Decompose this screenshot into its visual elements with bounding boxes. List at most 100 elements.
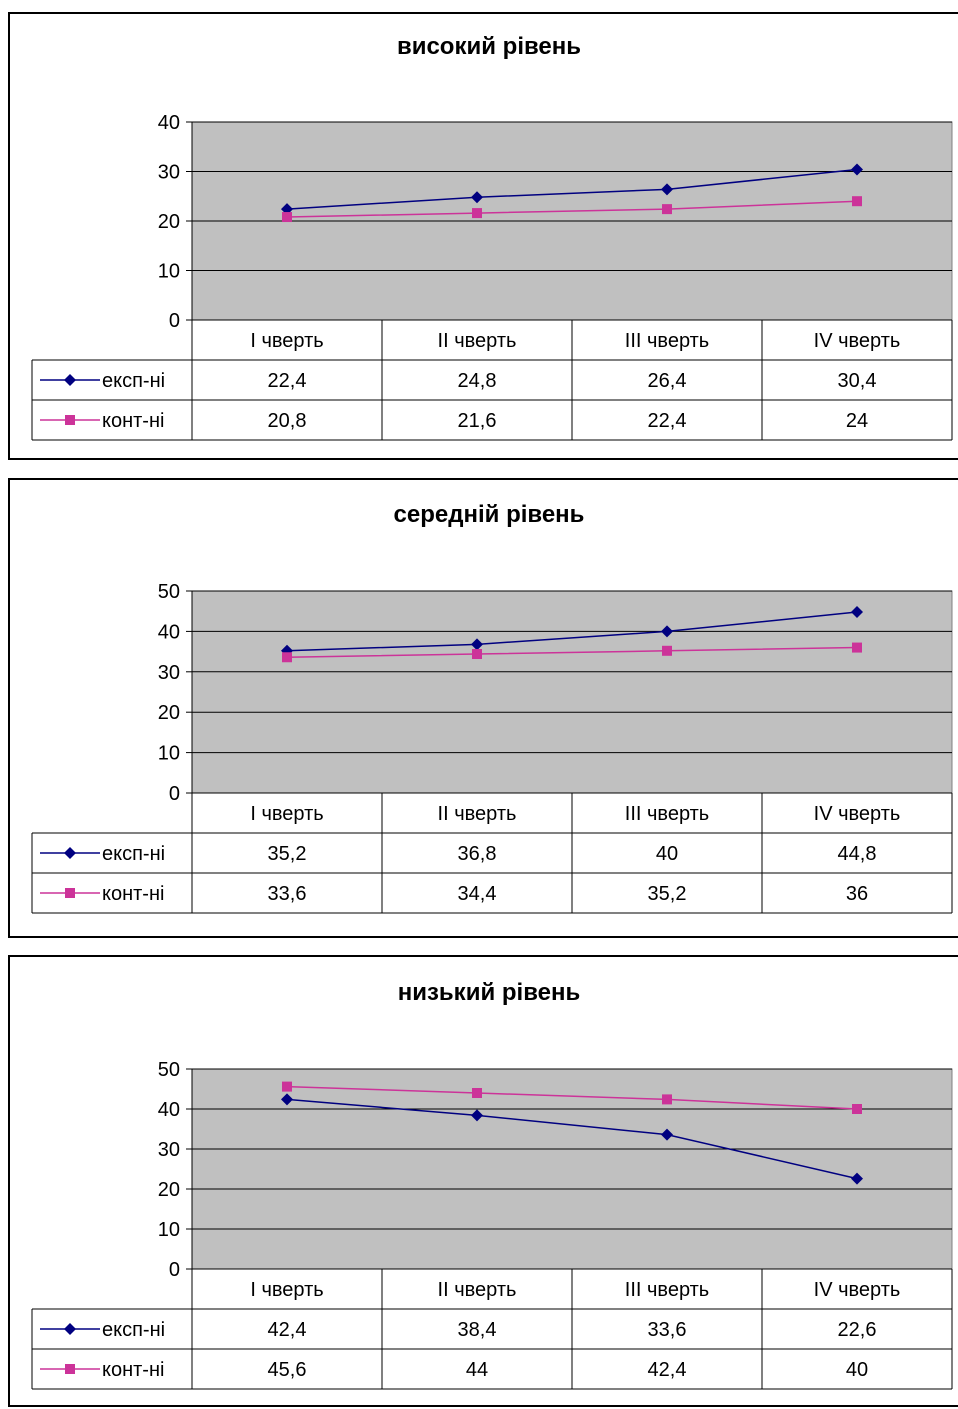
category-label: I чверть bbox=[250, 803, 323, 825]
category-label: III чверть bbox=[625, 330, 709, 352]
legend-series-name: конт-ні bbox=[102, 410, 164, 432]
data-table-value: 22,4 bbox=[648, 410, 687, 432]
chart-panel-high: високий рівень 0 10 20 30 40 I чверть II чверть… bbox=[8, 12, 958, 460]
data-table-value: 33,6 bbox=[648, 1319, 687, 1341]
chart-low: низький рівень 0 10 20 30 40 50 I чверть II чвер… bbox=[31, 979, 953, 1390]
legend-key-marker bbox=[64, 1323, 76, 1335]
series-line bbox=[286, 200, 858, 218]
data-table-value: 35,2 bbox=[268, 843, 307, 865]
legend-series-name: конт-ні bbox=[102, 1359, 164, 1381]
data-table-value: 20,8 bbox=[268, 410, 307, 432]
data-point bbox=[662, 1094, 672, 1105]
data-point bbox=[661, 625, 673, 638]
data-point bbox=[662, 645, 672, 656]
chart-high: високий рівень 0 10 20 30 40 I чверть II чверть… bbox=[31, 33, 953, 441]
category-label: III чверть bbox=[625, 1279, 709, 1301]
series-line bbox=[286, 646, 858, 659]
y-tick-label: 40 bbox=[158, 1099, 180, 1121]
data-table-value: 45,6 bbox=[268, 1359, 307, 1381]
data-table-value: 30,4 bbox=[838, 370, 877, 392]
data-point bbox=[662, 204, 672, 215]
data-point bbox=[851, 163, 863, 176]
data-point bbox=[661, 1128, 673, 1141]
data-point bbox=[282, 212, 292, 223]
y-tick-label: 40 bbox=[158, 621, 180, 643]
data-point bbox=[852, 642, 862, 653]
data-point bbox=[471, 1109, 483, 1122]
y-tick-label: 10 bbox=[158, 1219, 180, 1241]
y-tick-label: 10 bbox=[158, 743, 180, 765]
data-table-value: 36,8 bbox=[458, 843, 497, 865]
series-line bbox=[286, 168, 858, 210]
data-point bbox=[852, 1104, 862, 1114]
chart-medium: середній рівень 0 10 20 30 40 50 I чверть II чве… bbox=[31, 501, 953, 914]
series-line bbox=[286, 1098, 858, 1180]
category-label: IV чверть bbox=[814, 330, 901, 352]
y-tick-label: 40 bbox=[158, 112, 180, 134]
data-table-value: 44 bbox=[466, 1359, 488, 1381]
chart-panel-medium: середній рівень 0 10 20 30 40 50 I чверть II чве… bbox=[8, 478, 958, 938]
data-table-value: 34,4 bbox=[458, 883, 497, 905]
legend-series-name: експ-ні bbox=[102, 1319, 165, 1341]
data-table-value: 42,4 bbox=[268, 1319, 307, 1341]
data-point bbox=[282, 652, 292, 663]
category-label: II чверть bbox=[438, 803, 517, 825]
y-tick-label: 50 bbox=[158, 1059, 180, 1081]
y-tick-label: 20 bbox=[158, 1179, 180, 1201]
data-table-value: 21,6 bbox=[458, 410, 497, 432]
y-tick-label: 0 bbox=[169, 1259, 180, 1281]
plot-area bbox=[191, 1068, 953, 1270]
data-table-value: 40 bbox=[846, 1359, 868, 1381]
data-table-value: 22,4 bbox=[268, 370, 307, 392]
data-table-value: 35,2 bbox=[648, 883, 687, 905]
data-point bbox=[281, 1093, 293, 1106]
data-point bbox=[472, 649, 482, 660]
data-point bbox=[851, 606, 863, 619]
y-tick-label: 20 bbox=[158, 211, 180, 233]
data-table-value: 26,4 bbox=[648, 370, 687, 392]
category-label: I чверть bbox=[250, 1279, 323, 1301]
y-tick-label: 30 bbox=[158, 1139, 180, 1161]
legend-series-name: конт-ні bbox=[102, 883, 164, 905]
legend-key-marker bbox=[64, 847, 76, 859]
legend-key-marker bbox=[65, 888, 75, 898]
category-label: II чверть bbox=[438, 330, 517, 352]
y-tick-label: 0 bbox=[169, 310, 180, 332]
data-table-value: 36 bbox=[846, 883, 868, 905]
data-table-value: 22,6 bbox=[838, 1319, 877, 1341]
category-label: III чверть bbox=[625, 803, 709, 825]
legend-series-name: експ-ні bbox=[102, 370, 165, 392]
data-point bbox=[472, 208, 482, 219]
data-table-value: 42,4 bbox=[648, 1359, 687, 1381]
series-line bbox=[286, 611, 858, 652]
category-label: I чверть bbox=[250, 330, 323, 352]
data-point bbox=[471, 638, 483, 651]
data-point bbox=[472, 1088, 482, 1098]
y-tick-label: 0 bbox=[169, 783, 180, 805]
y-tick-label: 10 bbox=[158, 261, 180, 283]
legend-key-marker bbox=[64, 374, 76, 386]
chart-title: високий рівень bbox=[397, 33, 581, 60]
y-tick-label: 30 bbox=[158, 162, 180, 184]
data-table-value: 38,4 bbox=[458, 1319, 497, 1341]
series-line bbox=[286, 1085, 858, 1110]
data-table-value: 24 bbox=[846, 410, 868, 432]
legend-series-name: експ-ні bbox=[102, 843, 165, 865]
chart-title: низький рівень bbox=[398, 979, 580, 1006]
y-tick-label: 30 bbox=[158, 662, 180, 684]
data-table-value: 33,6 bbox=[268, 883, 307, 905]
data-table-value: 44,8 bbox=[838, 843, 877, 865]
data-table-value: 40 bbox=[656, 843, 678, 865]
category-label: IV чверть bbox=[814, 1279, 901, 1301]
data-point bbox=[282, 1081, 292, 1092]
y-tick-label: 20 bbox=[158, 702, 180, 724]
legend-key-marker bbox=[65, 415, 75, 425]
data-table-value: 24,8 bbox=[458, 370, 497, 392]
legend-key-marker bbox=[65, 1364, 75, 1374]
category-label: IV чверть bbox=[814, 803, 901, 825]
data-point bbox=[851, 1172, 863, 1185]
y-tick-label: 50 bbox=[158, 581, 180, 603]
data-point bbox=[661, 183, 673, 196]
plot-area bbox=[191, 590, 953, 794]
category-label: II чверть bbox=[438, 1279, 517, 1301]
